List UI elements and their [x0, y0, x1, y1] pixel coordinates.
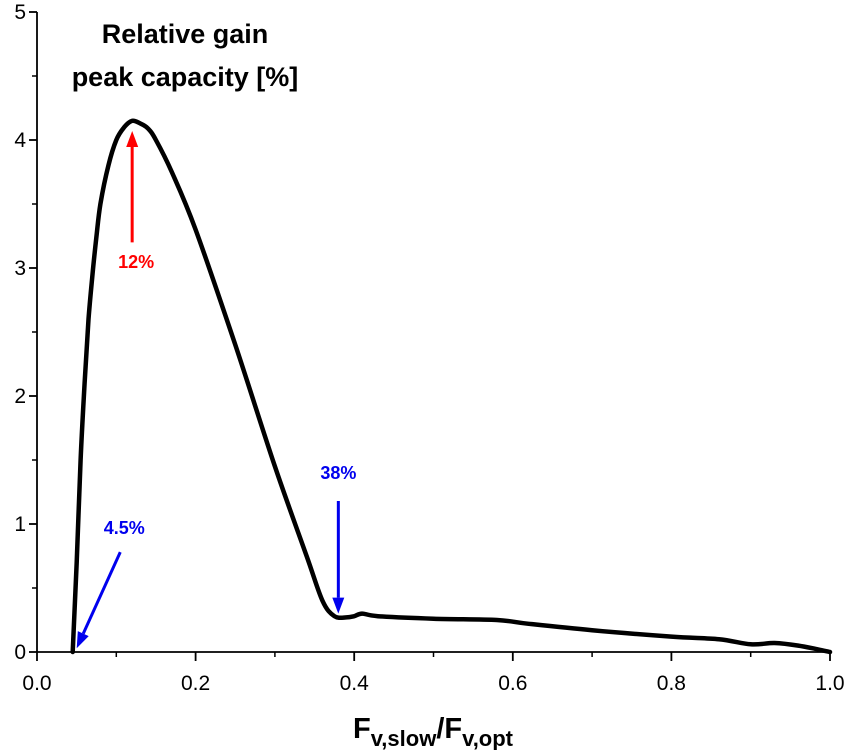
y-ticks: 0 1 2 3 4 5	[14, 1, 37, 664]
annotation-arrow-head	[76, 631, 89, 649]
annotation-label: 38%	[320, 463, 356, 483]
y-tick-label: 3	[14, 257, 26, 280]
x-tick-label: 0.2	[181, 672, 210, 695]
x-tick-label: 0.4	[340, 672, 370, 695]
annotation-arrow-shaft	[81, 551, 122, 635]
x-tick-label: 0.0	[22, 672, 51, 695]
y-tick-label: 2	[14, 385, 26, 408]
y-tick-label: 5	[14, 1, 26, 24]
x-tick-label: 1.0	[815, 672, 844, 695]
annotation-arrow-head	[332, 597, 345, 614]
x-ticks: 0.0 0.2 0.4 0.6 0.8 1.0	[22, 652, 845, 695]
annotations: 12% 38% 4.5%	[76, 131, 356, 649]
x-tick-label: 0.6	[498, 672, 527, 695]
chart-title-line-2: peak capacity [%]	[72, 62, 299, 92]
x-label-main-1: F	[353, 713, 371, 745]
x-label-sub-1: v,slow	[371, 726, 438, 750]
x-label-separator: /F	[436, 713, 462, 745]
series-line	[70, 118, 833, 655]
x-label-sub-2: v,opt	[462, 726, 514, 750]
y-tick-label: 0	[14, 641, 26, 664]
annotation-label: 4.5%	[104, 518, 145, 538]
annotation-arrow-head	[126, 131, 139, 147]
series-layer	[70, 118, 833, 655]
axes: 0.0 0.2 0.4 0.6 0.8 1.0 0 1 2 3 4 5	[14, 1, 844, 695]
x-tick-label: 0.8	[657, 672, 686, 695]
y-tick-label: 4	[14, 129, 26, 152]
y-tick-label: 1	[14, 513, 26, 536]
chart-title-line-1: Relative gain	[102, 19, 269, 49]
annotation-label: 12%	[118, 252, 154, 272]
x-axis-label: Fv,slow/Fv,opt	[353, 713, 514, 750]
